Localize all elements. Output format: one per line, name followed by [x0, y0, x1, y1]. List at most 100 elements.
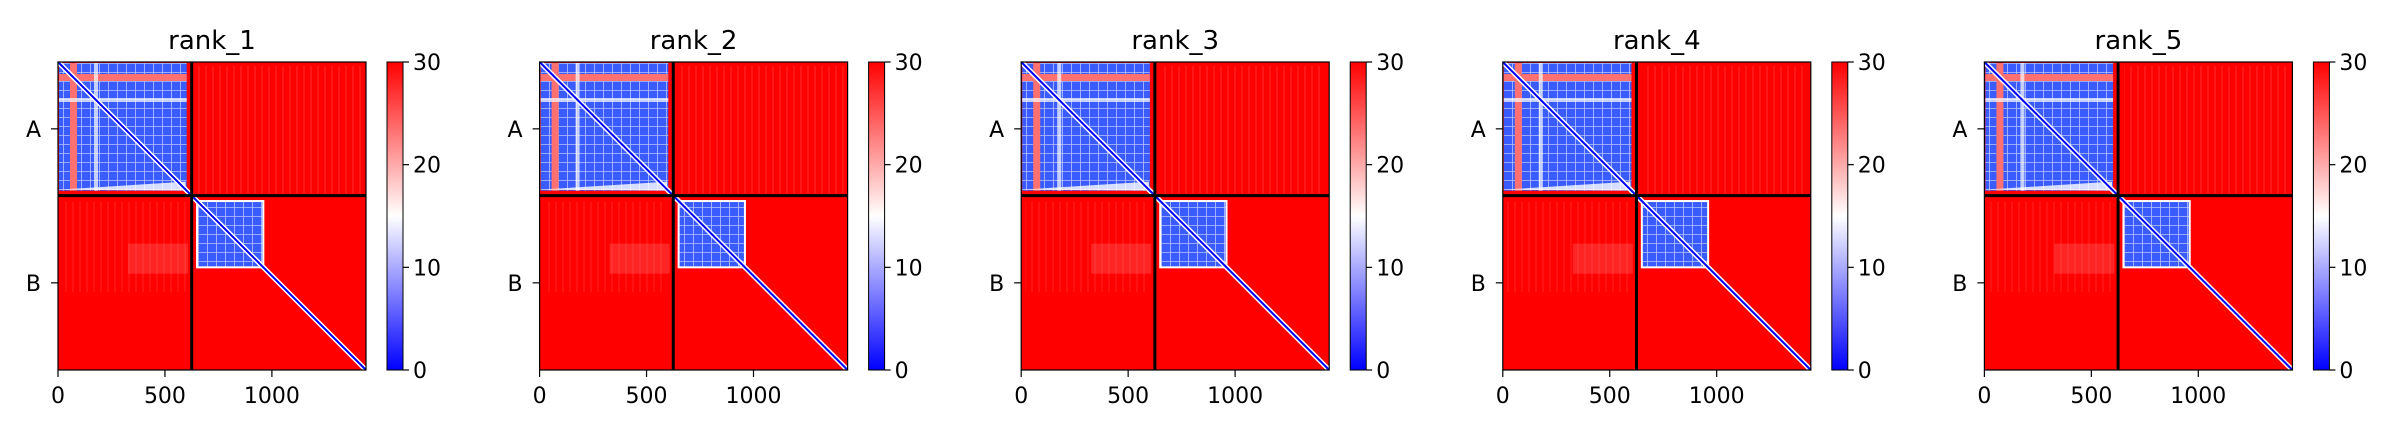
heatmap-diagonal: [1983, 61, 2294, 371]
heatmap-diagonal: [1502, 61, 1812, 371]
colorbar-tick-label: 20: [1376, 154, 1404, 179]
heatmap-stripe-a-v: [1996, 63, 2004, 191]
colorbar-tick-label: 20: [413, 154, 441, 179]
heatmap-stripe-a-v: [70, 63, 77, 191]
heatmap-stripe-a-v2: [94, 63, 98, 191]
panel-5: rank_5 0 500 1000 A B 0 10 20 30: [1952, 26, 2367, 409]
heatmap-offdiag-ab: [197, 66, 362, 194]
heatmap-offdiag-ba: [1025, 201, 1149, 292]
heatmap-stripe-a-h2: [1022, 98, 1150, 102]
heatmap-stripe-a-h: [1503, 74, 1632, 81]
colorbar-tick-label: 0: [413, 359, 427, 384]
heatmap-offdiag-ba: [1988, 201, 2113, 292]
colorbar-tick-label: 30: [1858, 51, 1886, 76]
y-tick-label-chain-a: A: [989, 118, 1004, 143]
x-tick-label: 1000: [1207, 384, 1263, 409]
axes-frame: [1502, 61, 1812, 371]
heatmap-fringe-a: [1022, 181, 1149, 191]
panel-title: rank_4: [1613, 26, 1701, 56]
x-tick-label: 1000: [725, 384, 781, 409]
heatmap-fringe-a: [540, 181, 668, 191]
x-tick-label: 0: [1496, 384, 1510, 409]
heatmap-offdiag-ab: [679, 66, 844, 194]
panel-title: rank_1: [168, 26, 256, 56]
heatmap-stripe-a-v2: [575, 63, 580, 191]
heatmap-offdiag-ab: [1160, 66, 1326, 194]
colorbar-tick-label: 30: [413, 51, 441, 76]
x-tick-label: 0: [1014, 384, 1028, 409]
y-tick-label-chain-a: A: [1952, 118, 1967, 143]
heatmap-stripe-a-v2: [1538, 63, 1543, 191]
heatmap-patch: [2054, 243, 2115, 274]
panel-title: rank_2: [650, 26, 738, 56]
y-tick-label-chain-b: B: [1952, 272, 1967, 297]
heatmap-patch: [128, 243, 188, 274]
x-tick-label: 0: [533, 384, 547, 409]
axes-frame: [1983, 61, 2294, 371]
colorbar-tick-label: 20: [2339, 154, 2367, 179]
x-tick-label: 1000: [244, 384, 300, 409]
heatmap-patch: [1572, 243, 1633, 274]
heatmap-diagonal: [57, 61, 367, 371]
heatmap-diagonal: [538, 61, 849, 371]
colorbar-tick-label: 30: [895, 51, 923, 76]
colorbar-tick-label: 0: [1858, 359, 1872, 384]
colorbar-tick-label: 30: [2339, 51, 2367, 76]
heatmap-stripe-a-h: [1022, 74, 1150, 81]
colorbar-tick-label: 20: [895, 154, 923, 179]
heatmap-offdiag-ba: [62, 201, 186, 292]
axes-frame: [538, 61, 849, 371]
heatmap-patch: [1091, 243, 1152, 274]
y-tick-label-chain-b: B: [26, 272, 41, 297]
heatmap-stripe-a-v2: [2020, 63, 2025, 191]
heatmap-stripe-a-v: [551, 63, 559, 191]
axes-frame: [57, 61, 367, 371]
heatmap-block-b-edge: [196, 200, 265, 269]
colorbar-tick-label: 30: [1376, 51, 1404, 76]
heatmap-patch: [609, 243, 670, 274]
colorbar: [2312, 61, 2330, 371]
heatmap-offdiag-ba: [543, 201, 668, 292]
x-tick-label: 500: [1107, 384, 1149, 409]
colorbar-tick-label: 10: [1858, 256, 1886, 281]
heatmap-block-b-edge: [1159, 200, 1228, 269]
x-tick-label: 1000: [1689, 384, 1745, 409]
heatmap-diagonal: [1020, 61, 1330, 371]
axes-frame: [1020, 61, 1330, 371]
panel-2: rank_2 0 500 1000 A B 0 10 20 30: [508, 26, 923, 409]
x-tick-label: 500: [1589, 384, 1631, 409]
y-tick-label-chain-b: B: [1471, 272, 1486, 297]
x-tick-label: 1000: [2170, 384, 2226, 409]
heatmap-fringe-a: [59, 181, 186, 191]
y-tick-label-chain-a: A: [1471, 118, 1486, 143]
heatmap-block-b-edge: [2122, 200, 2191, 269]
heatmap-offdiag-ba: [1506, 201, 1631, 292]
x-tick-label: 500: [2070, 384, 2112, 409]
heatmap-stripe-a-h: [59, 74, 187, 81]
heatmap-fringe-a: [1503, 181, 1631, 191]
heatmap-stripe-a-h: [1985, 74, 2114, 81]
heatmap-stripe-a-h2: [540, 98, 669, 102]
heatmap-offdiag-ab: [1642, 66, 1807, 194]
panel-title: rank_5: [2095, 26, 2183, 56]
heatmap-block-b-edge: [677, 200, 746, 269]
heatmap-stripe-a-v2: [1057, 63, 1062, 191]
colorbar-tick-label: 20: [1858, 154, 1886, 179]
heatmap-offdiag-ab: [2124, 66, 2289, 194]
panel-1: rank_1 0 500 1000 A B 0 10 20 30: [26, 26, 441, 409]
x-tick-label: 500: [626, 384, 668, 409]
colorbar-tick-label: 0: [1376, 359, 1390, 384]
colorbar: [868, 61, 886, 371]
colorbar-tick-label: 10: [895, 256, 923, 281]
y-tick-label-chain-a: A: [508, 118, 523, 143]
y-tick-label-chain-b: B: [989, 272, 1004, 297]
heatmap-stripe-a-h2: [1985, 98, 2114, 102]
y-tick-label-chain-a: A: [26, 118, 41, 143]
heatmap-stripe-a-h2: [1503, 98, 1632, 102]
x-tick-label: 0: [51, 384, 65, 409]
panel-title: rank_3: [1131, 26, 1219, 56]
colorbar-tick-label: 10: [1376, 256, 1404, 281]
heatmap-block-b-edge: [1640, 200, 1710, 269]
panel-3: rank_3 0 500 1000 A B 0 10 20 30: [989, 26, 1404, 409]
heatmap-fringe-a: [1985, 181, 2113, 191]
